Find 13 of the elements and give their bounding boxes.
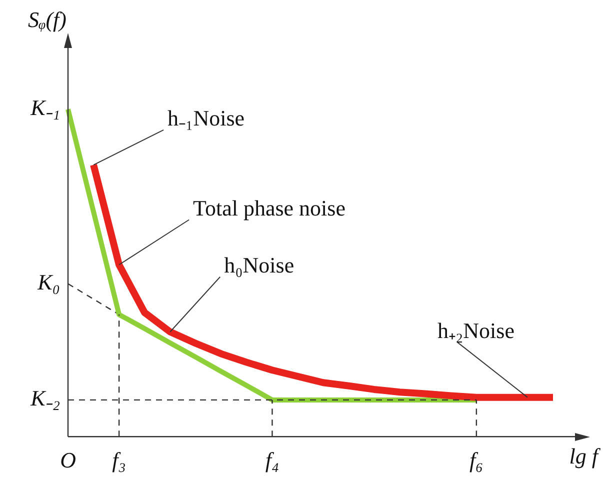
ref-line-label: K₋₂ [30,386,60,411]
x-tick-label: f₃ [112,448,126,473]
annotation: h₋₁Noise [168,106,245,131]
x-axis-title: lg f [569,443,601,468]
text: K₋₁ [30,95,60,120]
x-tick-label: O [60,448,76,473]
annotation: h₀Noise [224,252,294,278]
x-tick-label: f₆ [470,448,484,473]
y-axis-title: Sᵩ(f) [28,6,66,32]
annotation: Total phase noise [193,196,346,221]
text: K₀ [36,270,60,295]
x-tick-label: f₄ [265,448,280,473]
annotation: h₊₂Noise [437,318,514,344]
